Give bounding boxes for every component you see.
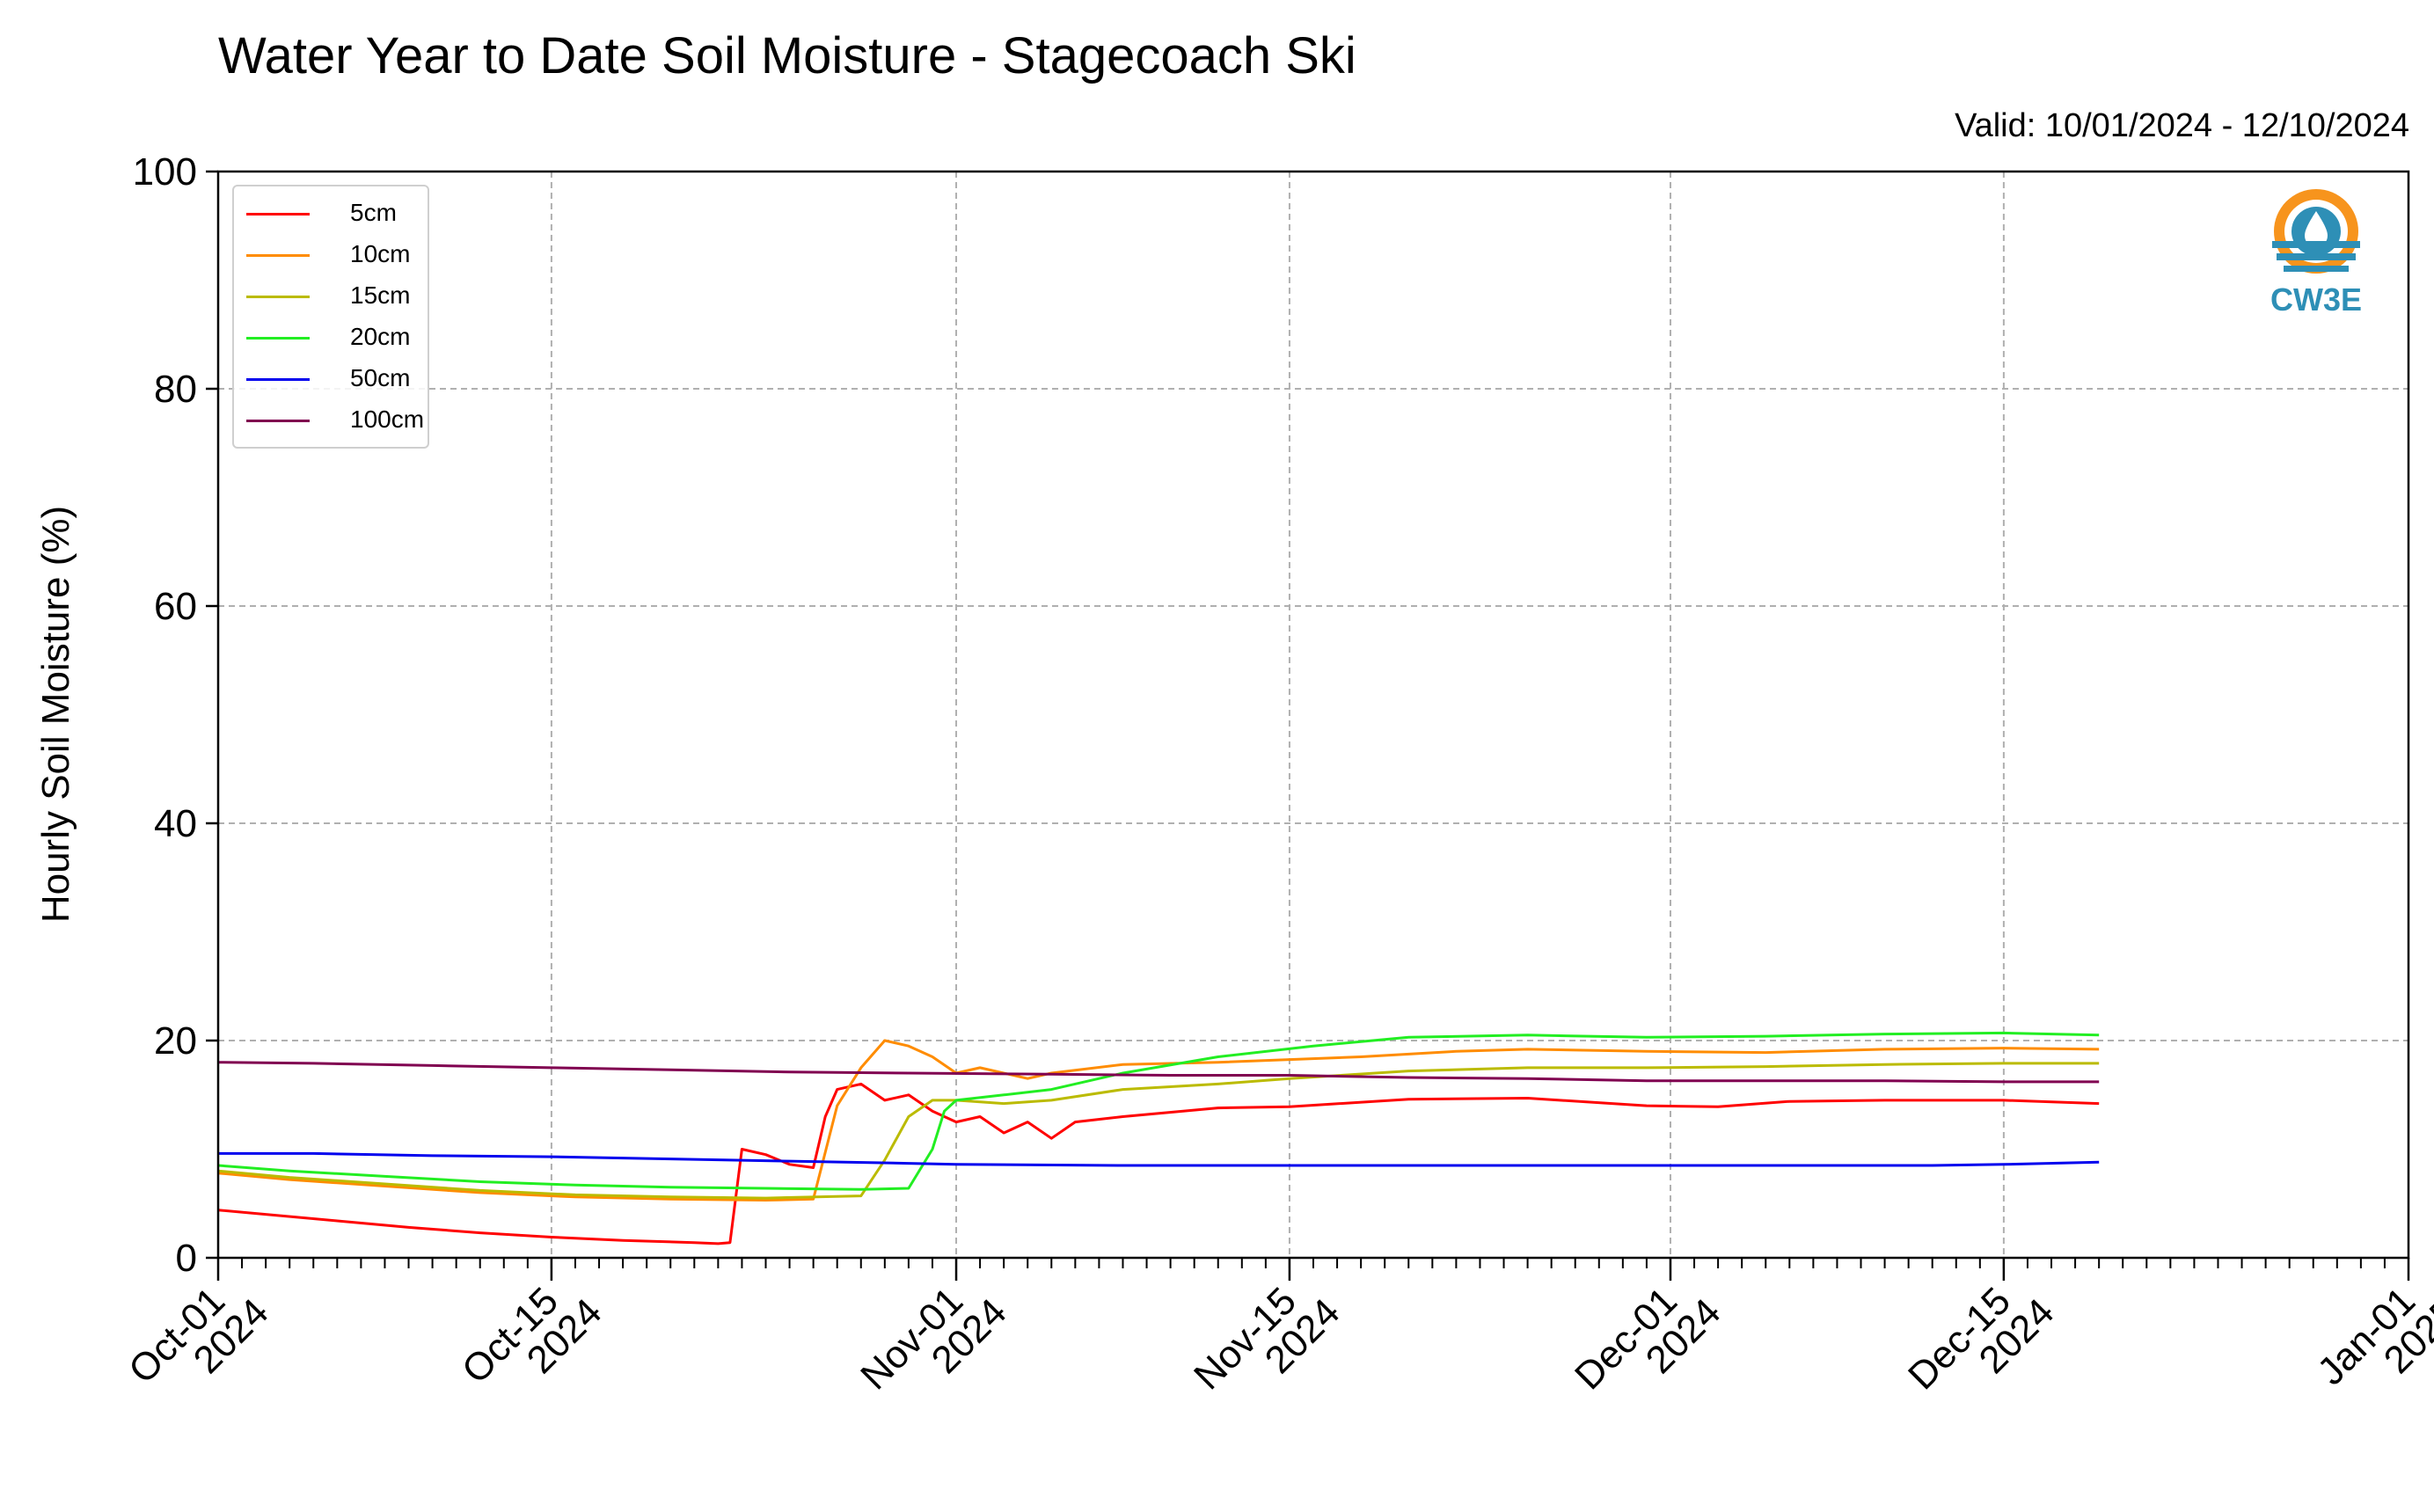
legend-swatch (246, 254, 310, 257)
legend-swatch (246, 296, 310, 298)
cw3e-logo-text: CW3E (2270, 281, 2362, 318)
series-line-5cm (217, 1082, 2100, 1245)
legend-label: 50cm (350, 364, 411, 391)
legend-swatch (246, 213, 310, 215)
y-tick-label: 60 (154, 585, 197, 628)
cw3e-logo-icon (2272, 189, 2360, 274)
legend-item-50cm: 50cm (234, 359, 428, 401)
chart-legend: 5cm 10cm 15cm 20cm 50cm 100cm (232, 185, 429, 449)
legend-item-20cm: 20cm (234, 318, 428, 360)
legend-label: 5cm (350, 199, 397, 226)
legend-swatch (246, 337, 310, 340)
legend-item-10cm: 10cm (234, 235, 428, 277)
chart-title: Water Year to Date Soil Moisture - Stage… (218, 27, 1356, 84)
y-tick-label: 0 (176, 1237, 197, 1280)
series-line-15cm (217, 1062, 2100, 1200)
legend-label: 10cm (350, 240, 411, 267)
legend-label: 15cm (350, 281, 411, 309)
legend-swatch (246, 378, 310, 381)
valid-date-range: Valid: 10/01/2024 - 12/10/2024 (1955, 107, 2409, 144)
y-tick-label: 80 (154, 368, 197, 411)
series-line-20cm (217, 1031, 2100, 1191)
y-ticks: 0 20 40 60 80 100 (133, 150, 218, 1280)
y-tick-label: 40 (154, 802, 197, 845)
y-tick-label: 20 (154, 1019, 197, 1063)
legend-item-5cm: 5cm (234, 194, 428, 236)
legend-label: 20cm (350, 323, 411, 350)
series-layer (217, 1031, 2100, 1245)
legend-label: 100cm (350, 405, 425, 433)
plot-frame (216, 170, 2410, 1260)
grid-layer (218, 172, 2408, 1258)
legend-item-100cm: 100cm (234, 400, 428, 442)
cw3e-logo: CW3E (2259, 183, 2373, 324)
y-tick-label: 100 (133, 150, 197, 194)
series-line-50cm (218, 1151, 2100, 1167)
series-line-100cm (217, 1061, 2100, 1084)
legend-swatch (246, 420, 310, 422)
legend-item-15cm: 15cm (234, 276, 428, 318)
y-axis-label: Hourly Soil Moisture (%) (34, 506, 77, 923)
